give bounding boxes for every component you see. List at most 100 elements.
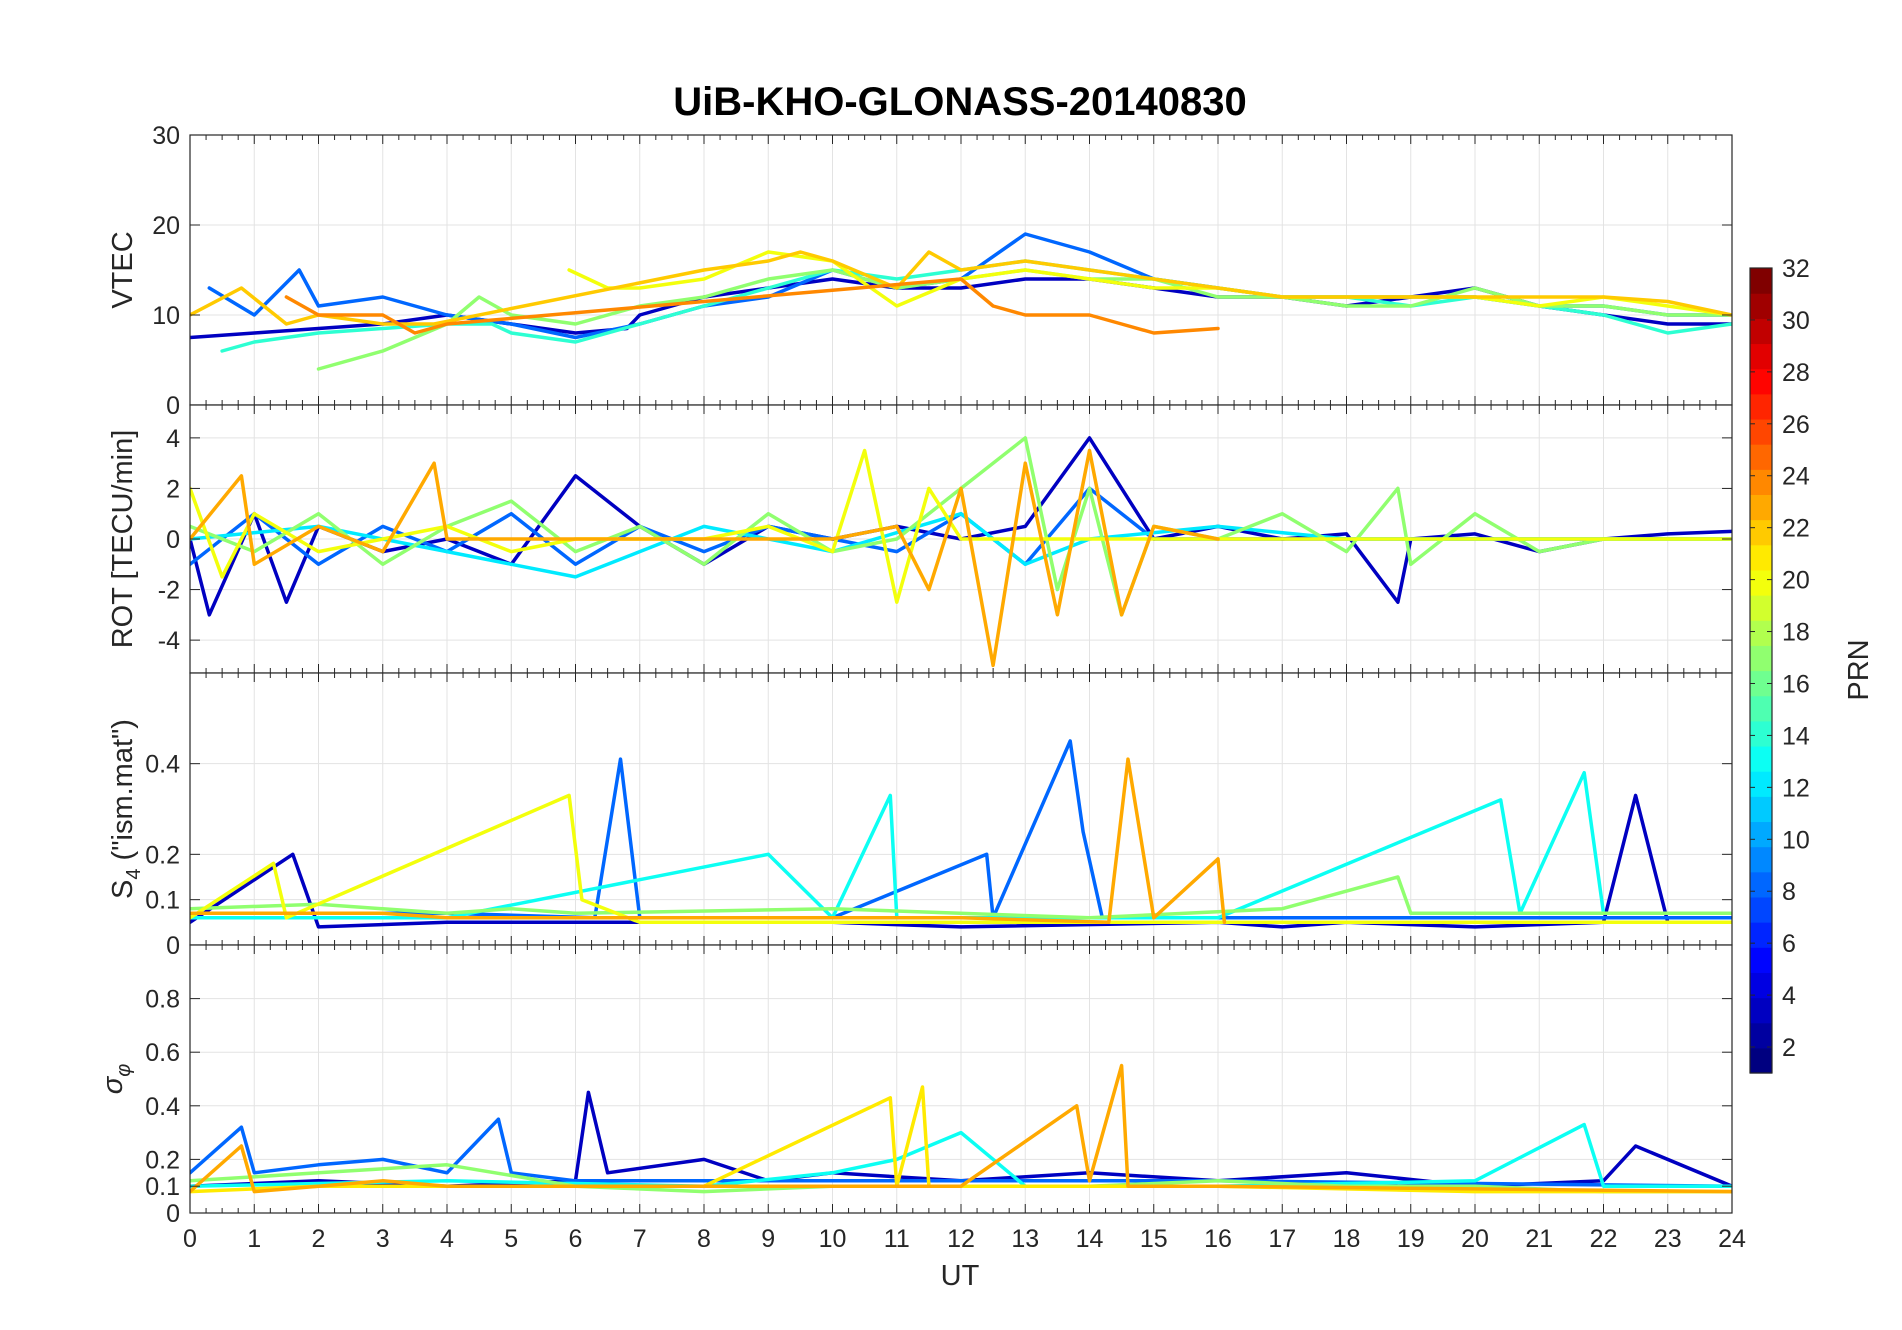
colorbar-segment bbox=[1750, 796, 1772, 823]
x-tick-label: 19 bbox=[1397, 1225, 1425, 1253]
y-tick-label: 0.2 bbox=[145, 1146, 180, 1174]
y-tick-label: 0 bbox=[166, 1200, 180, 1228]
colorbar-segment bbox=[1750, 343, 1772, 370]
y-tick-label: -2 bbox=[158, 577, 180, 605]
x-tick-label: 2 bbox=[312, 1225, 326, 1253]
colorbar-tick-label: 18 bbox=[1782, 619, 1810, 647]
colorbar-tick-label: 32 bbox=[1782, 255, 1810, 283]
colorbar-segment bbox=[1750, 645, 1772, 672]
colorbar-segment bbox=[1750, 519, 1772, 546]
y-tick-label: 4 bbox=[166, 425, 180, 453]
y-tick-label: 0.2 bbox=[145, 841, 180, 869]
series-line-prn-24 bbox=[284, 277, 1220, 335]
colorbar-segment bbox=[1750, 393, 1772, 420]
y-axis-label: σφ bbox=[97, 1064, 135, 1095]
x-tick-label: 13 bbox=[1011, 1225, 1039, 1253]
panel-s4: 0 0.1 0.2 0.4S4 ("ism.mat") bbox=[107, 672, 1733, 960]
x-tick-label: 15 bbox=[1140, 1225, 1168, 1253]
colorbar-tick-label: 30 bbox=[1782, 307, 1810, 335]
x-tick-label: 17 bbox=[1268, 1225, 1296, 1253]
y-tick-label: 0.8 bbox=[145, 986, 180, 1014]
colorbar-label: PRN bbox=[1843, 639, 1875, 700]
colorbar-tick-label: 2 bbox=[1782, 1034, 1796, 1062]
colorbar-segment bbox=[1750, 771, 1772, 797]
y-tick-label: 0.4 bbox=[145, 1093, 180, 1121]
colorbar-segment bbox=[1750, 569, 1772, 596]
x-tick-label: 1 bbox=[247, 1225, 261, 1253]
x-tick-label: 10 bbox=[819, 1225, 847, 1253]
colorbar-segment bbox=[1750, 896, 1772, 923]
colorbar-segment bbox=[1750, 620, 1772, 646]
colorbar-segment bbox=[1750, 720, 1772, 747]
colorbar-segment bbox=[1750, 997, 1772, 1024]
x-tick-label: 12 bbox=[947, 1225, 975, 1253]
colorbar-segment bbox=[1750, 293, 1772, 319]
series-line-prn-23 bbox=[190, 448, 1220, 668]
y-axis-label: VTEC bbox=[107, 231, 139, 308]
colorbar-segment bbox=[1750, 947, 1772, 973]
panel-vtec: 0 10 20 30 VTEC bbox=[107, 122, 1733, 420]
x-tick-label: 9 bbox=[761, 1225, 775, 1253]
x-tick-label: 3 bbox=[376, 1225, 390, 1253]
x-tick-label: 7 bbox=[633, 1225, 647, 1253]
x-tick-label: 16 bbox=[1204, 1225, 1232, 1253]
series-line-prn-23 bbox=[190, 1063, 1732, 1194]
series-group bbox=[190, 1063, 1732, 1194]
colorbar-segment bbox=[1750, 1022, 1772, 1049]
y-tick-label: 0.1 bbox=[145, 1173, 180, 1201]
colorbar-segment bbox=[1750, 418, 1772, 445]
x-tick-label: 0 bbox=[183, 1225, 197, 1253]
x-tick-label: 5 bbox=[504, 1225, 518, 1253]
colorbar-tick-label: 22 bbox=[1782, 515, 1810, 543]
x-tick-label: 8 bbox=[697, 1225, 711, 1253]
colorbar-segment bbox=[1750, 469, 1772, 496]
x-tick-label: 4 bbox=[440, 1225, 454, 1253]
y-tick-label: 10 bbox=[152, 302, 180, 330]
colorbar-tick-label: 4 bbox=[1782, 982, 1796, 1010]
y-axis-label: S4 ("ism.mat") bbox=[107, 719, 145, 899]
y-tick-label: 20 bbox=[152, 212, 180, 240]
colorbar-segment bbox=[1750, 494, 1772, 521]
colorbar-segment bbox=[1750, 695, 1772, 722]
colorbar-segment bbox=[1750, 595, 1772, 621]
colorbar-segment bbox=[1750, 745, 1772, 772]
series-line-prn-17 bbox=[190, 875, 1732, 920]
y-axis-label: ROT [TECU/min] bbox=[107, 430, 139, 649]
y-tick-label: 2 bbox=[166, 475, 180, 503]
colorbar-tick-label: 8 bbox=[1782, 878, 1796, 906]
y-tick-label: 0.6 bbox=[145, 1039, 180, 1067]
y-tick-label: 30 bbox=[152, 122, 180, 150]
series-line-prn-3 bbox=[190, 793, 1732, 929]
series-group bbox=[190, 739, 1732, 929]
colorbar-segment bbox=[1750, 268, 1772, 294]
colorbar-segment bbox=[1750, 922, 1772, 948]
colorbar-segment bbox=[1750, 846, 1772, 873]
x-axis-label: UT bbox=[941, 1260, 980, 1292]
series-line-prn-8 bbox=[190, 1117, 1732, 1188]
colorbar-tick-label: 26 bbox=[1782, 411, 1810, 439]
colorbar-segment bbox=[1750, 444, 1772, 470]
colorbar-segment bbox=[1750, 544, 1772, 571]
colorbar-segment bbox=[1750, 871, 1772, 898]
y-tick-label: 0 bbox=[166, 526, 180, 554]
x-tick-label: 21 bbox=[1525, 1225, 1553, 1253]
panel-rot: -4 -2 0 2 4 ROT [TECU/min] bbox=[107, 404, 1733, 674]
y-tick-label: -4 bbox=[158, 627, 180, 655]
x-tick-label: 24 bbox=[1718, 1225, 1746, 1253]
x-tick-label: 23 bbox=[1654, 1225, 1682, 1253]
colorbar-segment bbox=[1750, 972, 1772, 999]
colorbar-tick-label: 28 bbox=[1782, 359, 1810, 387]
series-group bbox=[190, 436, 1732, 668]
x-tick-label: 14 bbox=[1076, 1225, 1104, 1253]
y-tick-label: 0.1 bbox=[145, 887, 180, 915]
colorbar-tick-label: 6 bbox=[1782, 930, 1796, 958]
x-tick-label: 6 bbox=[569, 1225, 583, 1253]
colorbar-tick-label: 24 bbox=[1782, 463, 1810, 491]
colorbar-segment bbox=[1750, 821, 1772, 848]
y-tick-label: 0.4 bbox=[145, 751, 180, 779]
y-tick-label: 0 bbox=[166, 932, 180, 960]
series-group bbox=[190, 232, 1732, 371]
series-line-prn-23 bbox=[190, 757, 1227, 925]
